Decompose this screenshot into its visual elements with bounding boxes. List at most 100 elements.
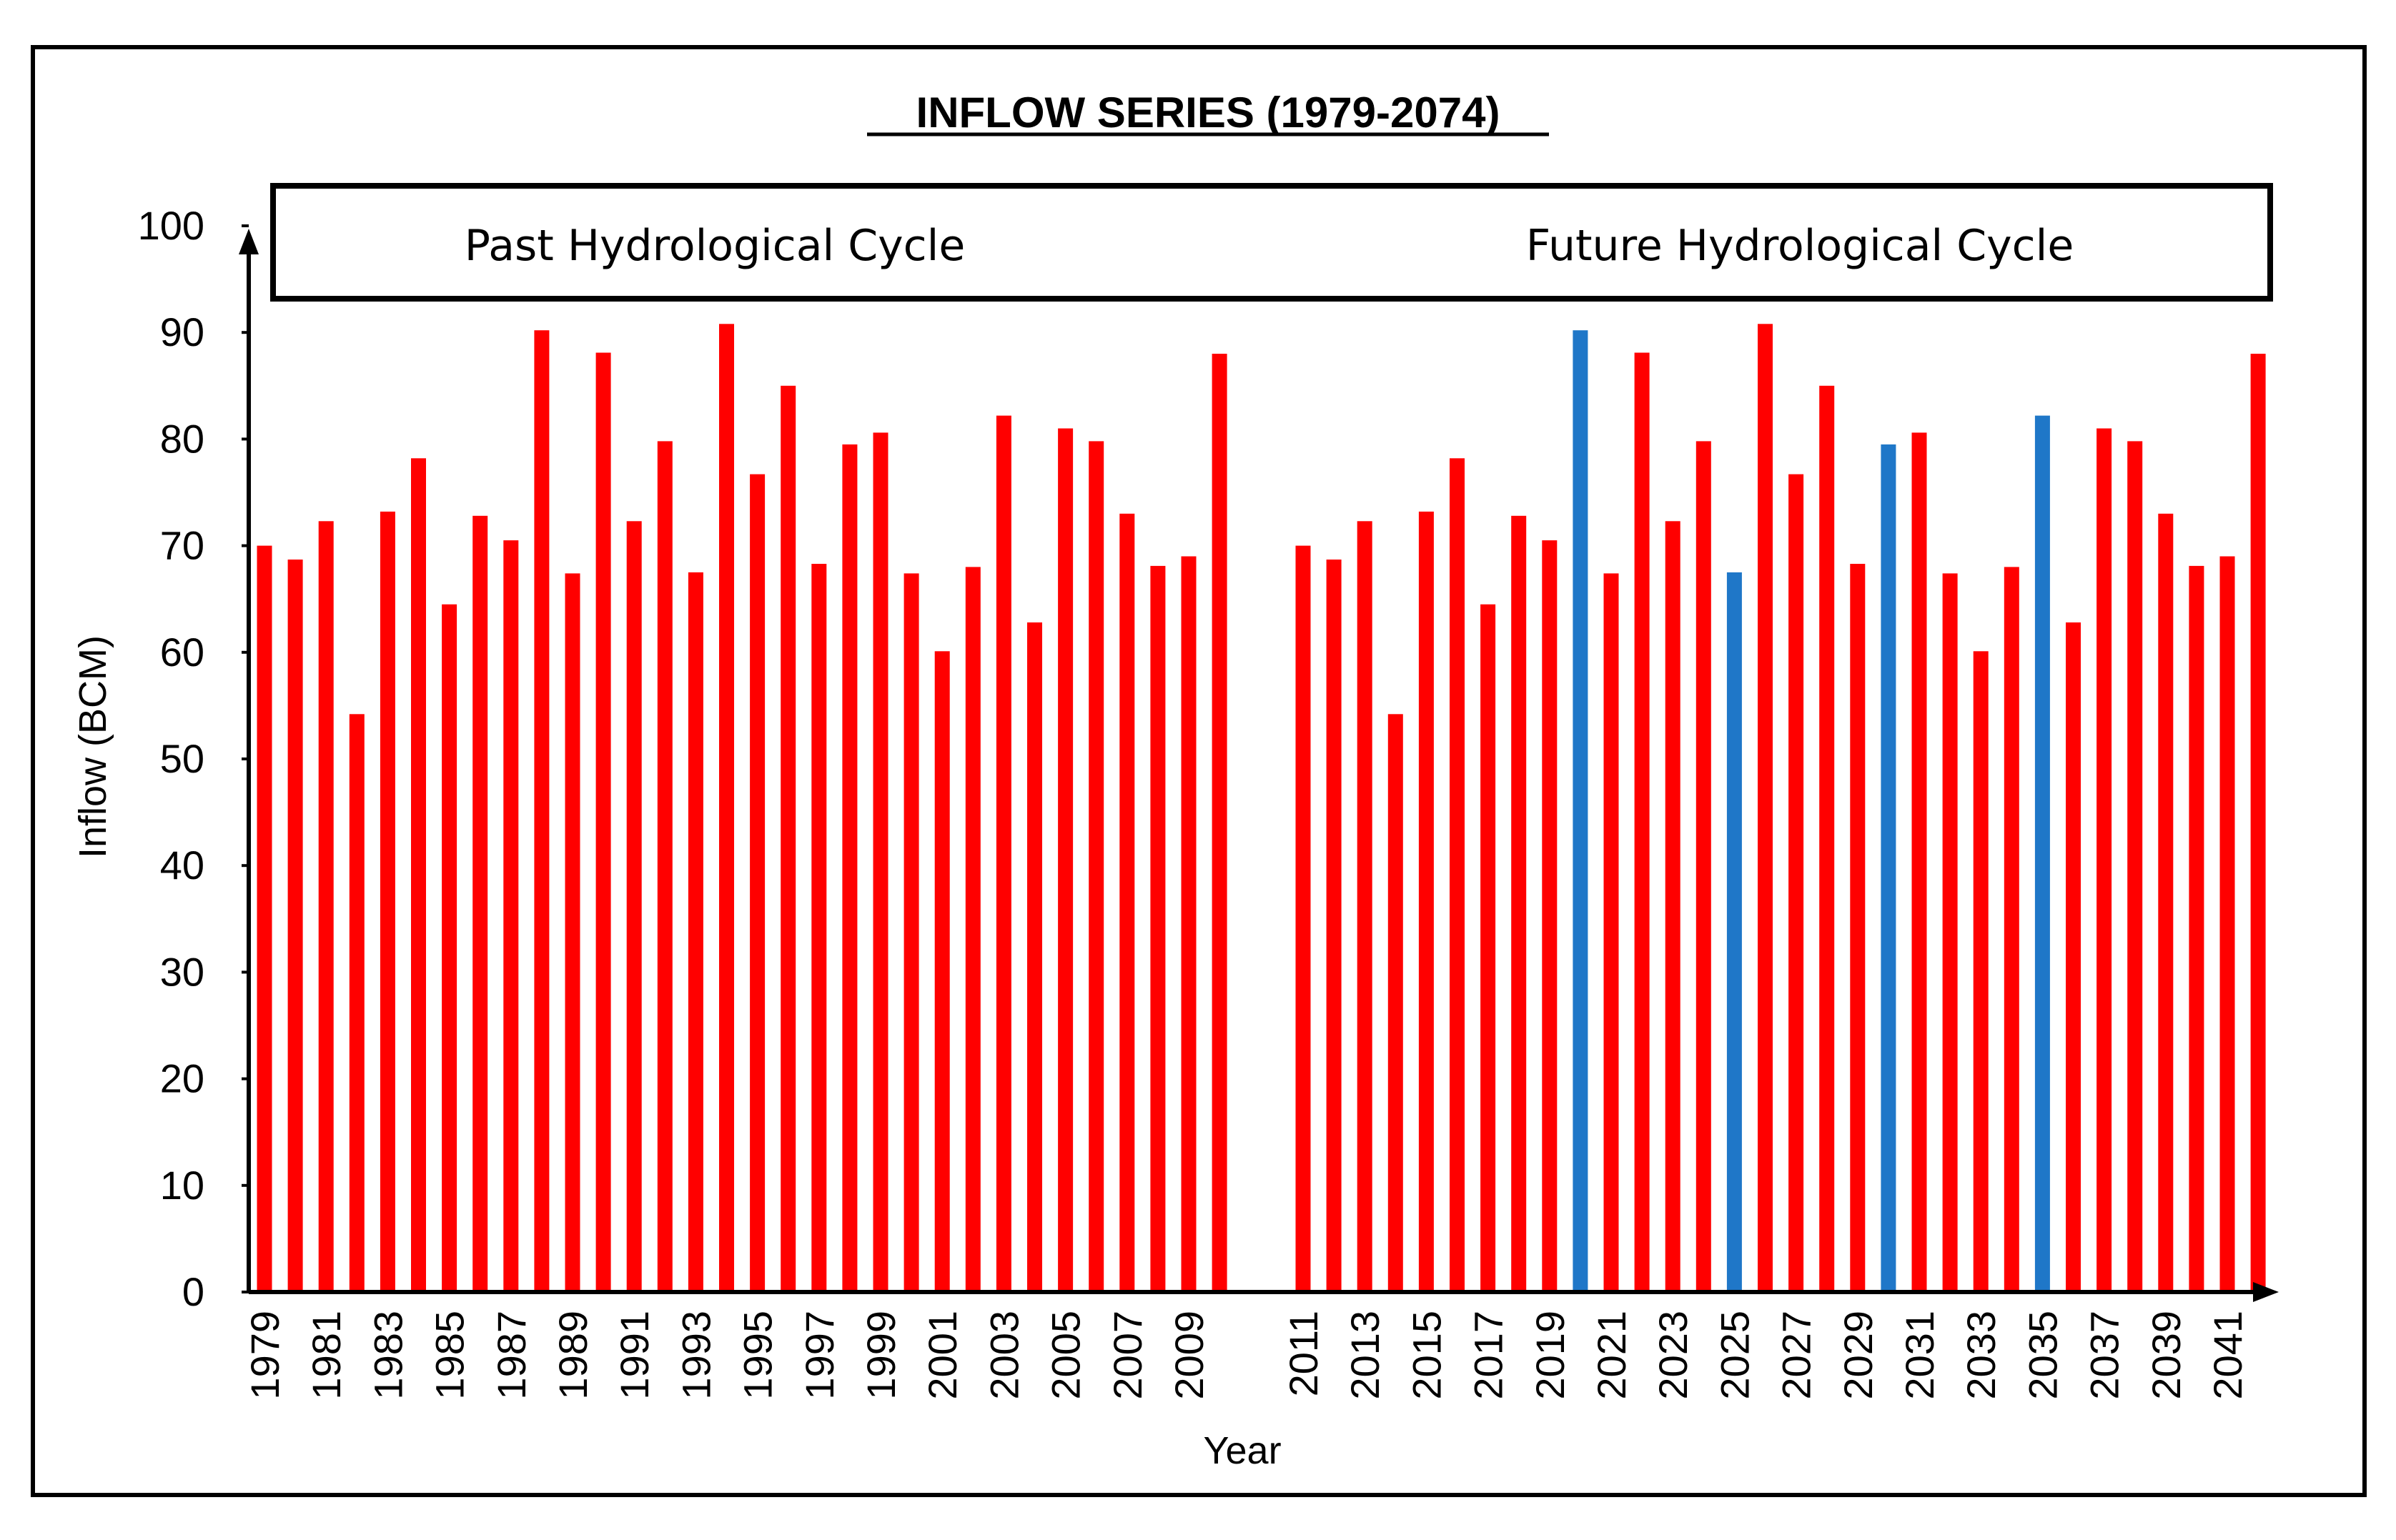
bar bbox=[1089, 441, 1104, 1292]
bar bbox=[934, 651, 950, 1292]
bar bbox=[1665, 521, 1680, 1292]
x-tick-label: 2041 bbox=[2205, 1311, 2250, 1400]
y-tick-label: 20 bbox=[160, 1056, 204, 1101]
x-tick-label: 2007 bbox=[1105, 1311, 1150, 1400]
x-tick-label: 1987 bbox=[489, 1311, 534, 1400]
cycle-label-box bbox=[270, 183, 2273, 302]
bar bbox=[688, 572, 703, 1292]
x-tick-label: 1997 bbox=[797, 1311, 842, 1400]
bar bbox=[2219, 556, 2235, 1292]
bar bbox=[503, 540, 519, 1292]
bars-group bbox=[257, 324, 2266, 1293]
bar bbox=[2096, 428, 2112, 1292]
y-axis-arrow-icon bbox=[239, 229, 259, 254]
bar bbox=[996, 415, 1011, 1292]
bar bbox=[719, 324, 734, 1292]
bar bbox=[349, 714, 365, 1292]
bar bbox=[595, 352, 611, 1292]
bar bbox=[1942, 573, 1958, 1292]
bar bbox=[873, 432, 888, 1292]
future-cycle-label: Future Hydrological Cycle bbox=[1526, 221, 2074, 271]
bar bbox=[2127, 441, 2143, 1292]
bar bbox=[2066, 622, 2081, 1292]
x-tick-label: 1983 bbox=[365, 1311, 410, 1400]
bar bbox=[1542, 540, 1558, 1292]
bar bbox=[1387, 714, 1403, 1292]
x-tick-label: 1989 bbox=[550, 1311, 595, 1400]
y-tick-label: 60 bbox=[160, 630, 204, 675]
x-tick-label: 1985 bbox=[427, 1311, 472, 1400]
x-tick-label: 2033 bbox=[1959, 1311, 2004, 1400]
bar bbox=[965, 567, 981, 1292]
bar-highlighted bbox=[1726, 572, 1742, 1292]
bar bbox=[626, 521, 642, 1292]
x-tick-label: 1993 bbox=[673, 1311, 718, 1400]
bar bbox=[534, 330, 550, 1293]
bar bbox=[565, 573, 580, 1292]
bar bbox=[1181, 556, 1197, 1292]
tick-labels-group: 1979 1981 1983 1985 1987 1989 1991 1993 1995 1997… bbox=[242, 1311, 2250, 1400]
bar bbox=[472, 515, 488, 1292]
bar bbox=[1027, 622, 1042, 1292]
bar bbox=[1634, 352, 1650, 1292]
y-tick-label: 30 bbox=[160, 949, 204, 994]
y-tick-label: 0 bbox=[182, 1269, 204, 1314]
bar bbox=[318, 521, 334, 1292]
x-tick-label: 2021 bbox=[1589, 1311, 1634, 1400]
x-tick-label: 1991 bbox=[612, 1311, 657, 1400]
bar bbox=[781, 385, 796, 1292]
bar bbox=[1119, 513, 1135, 1292]
y-tick-label: 50 bbox=[160, 736, 204, 781]
bar bbox=[1603, 573, 1619, 1292]
bar bbox=[1295, 545, 1311, 1292]
bar bbox=[1326, 560, 1342, 1292]
bar-highlighted bbox=[2034, 415, 2050, 1292]
bar bbox=[1758, 324, 1773, 1292]
bar bbox=[1911, 432, 1927, 1292]
bar bbox=[1418, 511, 1434, 1292]
bar bbox=[904, 573, 919, 1292]
bar bbox=[442, 604, 457, 1292]
chart-title: INFLOW SERIES (1979-2074) bbox=[916, 89, 1500, 136]
y-tick-label: 100 bbox=[138, 203, 204, 248]
bar bbox=[1480, 604, 1496, 1292]
bar bbox=[2250, 354, 2266, 1292]
x-tick-label: 2001 bbox=[920, 1311, 965, 1400]
bar bbox=[1850, 564, 1866, 1292]
x-tick-label: 2003 bbox=[981, 1311, 1026, 1400]
x-tick-label: 2011 bbox=[1281, 1311, 1326, 1396]
y-tick-label: 10 bbox=[160, 1163, 204, 1208]
x-axis-arrow-icon bbox=[2253, 1282, 2279, 1302]
past-cycle-label: Past Hydrological Cycle bbox=[465, 221, 966, 271]
bar bbox=[1450, 458, 1465, 1292]
y-tick-label: 70 bbox=[160, 523, 204, 568]
bar bbox=[1212, 354, 1227, 1292]
x-tick-label: 2039 bbox=[2144, 1311, 2189, 1400]
x-tick-label: 2027 bbox=[1774, 1311, 1819, 1400]
bar-highlighted bbox=[1573, 330, 1588, 1293]
bar bbox=[1819, 385, 1835, 1292]
y-tick-label: 80 bbox=[160, 416, 204, 461]
x-tick-label: 2015 bbox=[1404, 1311, 1449, 1400]
x-tick-label: 2029 bbox=[1836, 1311, 1881, 1400]
bar bbox=[1695, 441, 1711, 1292]
bar bbox=[257, 545, 272, 1292]
bar bbox=[380, 511, 395, 1292]
x-tick-label: 2035 bbox=[2020, 1311, 2065, 1400]
y-tick-label: 40 bbox=[160, 843, 204, 888]
bar bbox=[1973, 651, 1989, 1292]
x-tick-label: 1999 bbox=[858, 1311, 904, 1400]
x-tick-label: 2009 bbox=[1167, 1311, 1212, 1400]
y-axis-label: Inflow (BCM) bbox=[71, 635, 114, 858]
x-tick-label: 1981 bbox=[304, 1311, 349, 1400]
bar bbox=[1058, 428, 1074, 1292]
bar bbox=[657, 441, 673, 1292]
y-tick-label: 90 bbox=[160, 309, 204, 354]
x-tick-label: 1979 bbox=[242, 1311, 287, 1400]
x-tick-label: 2023 bbox=[1650, 1311, 1695, 1400]
bar bbox=[2189, 565, 2204, 1292]
x-tick-label: 2017 bbox=[1466, 1311, 1511, 1400]
bar bbox=[2004, 567, 2019, 1292]
x-tick-label: 2019 bbox=[1528, 1311, 1573, 1400]
bar bbox=[1788, 474, 1804, 1292]
